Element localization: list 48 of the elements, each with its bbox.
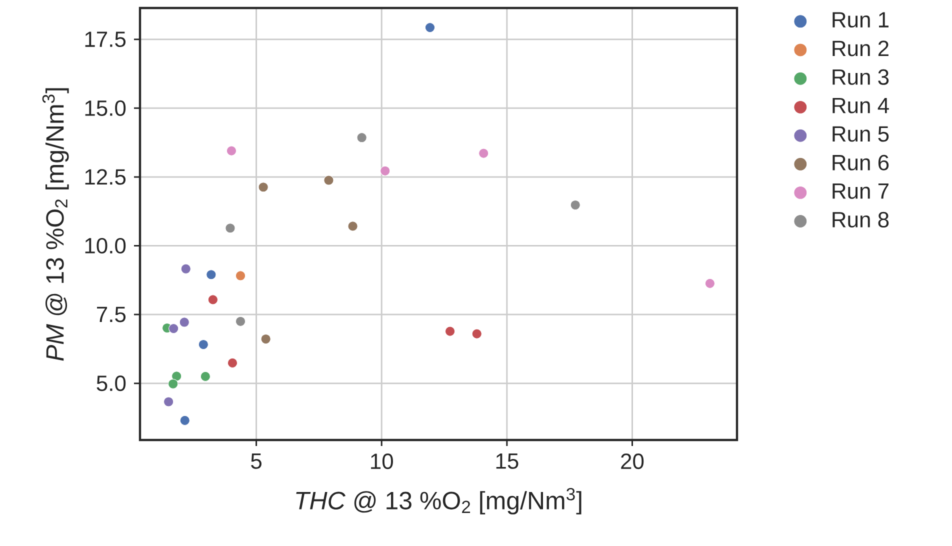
point — [258, 182, 268, 192]
legend-label: Run 8 — [832, 212, 889, 228]
point — [235, 270, 246, 281]
point — [164, 396, 174, 407]
point — [260, 334, 271, 344]
point — [570, 200, 580, 210]
y-tick-label: 5.0 — [96, 376, 126, 392]
point — [235, 316, 246, 326]
legend-label: Run 5 — [832, 126, 889, 142]
legend-label: Run 1 — [832, 12, 889, 28]
x-tick-label: 20 — [621, 454, 644, 470]
point — [324, 175, 334, 186]
point — [225, 223, 236, 234]
point — [472, 328, 482, 339]
legend-label: Run 2 — [832, 40, 888, 56]
point — [444, 326, 456, 336]
point — [180, 264, 191, 274]
y-tick-label: 17.5 — [85, 32, 126, 48]
point — [179, 317, 190, 328]
point — [478, 148, 489, 158]
legend-label: Run 7 — [832, 183, 888, 199]
legend-label: Run 3 — [832, 69, 889, 85]
legend-label: Run 6 — [832, 154, 889, 170]
y-tick-label: 7.5 — [97, 306, 126, 322]
point — [206, 270, 216, 280]
point — [226, 146, 237, 156]
point — [356, 132, 367, 143]
point — [198, 339, 208, 350]
x-axis-title: THC @ 13 %O$_{2}$ [mg/Nm$^{3}$] — [296, 488, 582, 514]
point — [227, 358, 238, 368]
point — [704, 278, 715, 288]
point — [380, 166, 390, 176]
y-tick-label: 15.0 — [85, 100, 126, 116]
y-tick-label: 12.5 — [85, 169, 126, 185]
legend-label: Run 4 — [832, 98, 889, 114]
y-tick-label: 10.0 — [85, 238, 126, 254]
point — [424, 22, 436, 33]
point — [208, 294, 218, 305]
point — [348, 221, 358, 232]
point — [172, 371, 182, 382]
point — [180, 415, 190, 426]
y-axis-title: PM @ 13 %O$_{2}$ [mg/Nm$^{3}$] — [42, 88, 69, 361]
point — [168, 324, 179, 334]
x-tick-label: 10 — [371, 454, 393, 470]
point — [168, 378, 178, 389]
x-tick-label: 15 — [496, 454, 518, 469]
x-tick-label: 5 — [251, 454, 262, 469]
point — [200, 371, 210, 382]
